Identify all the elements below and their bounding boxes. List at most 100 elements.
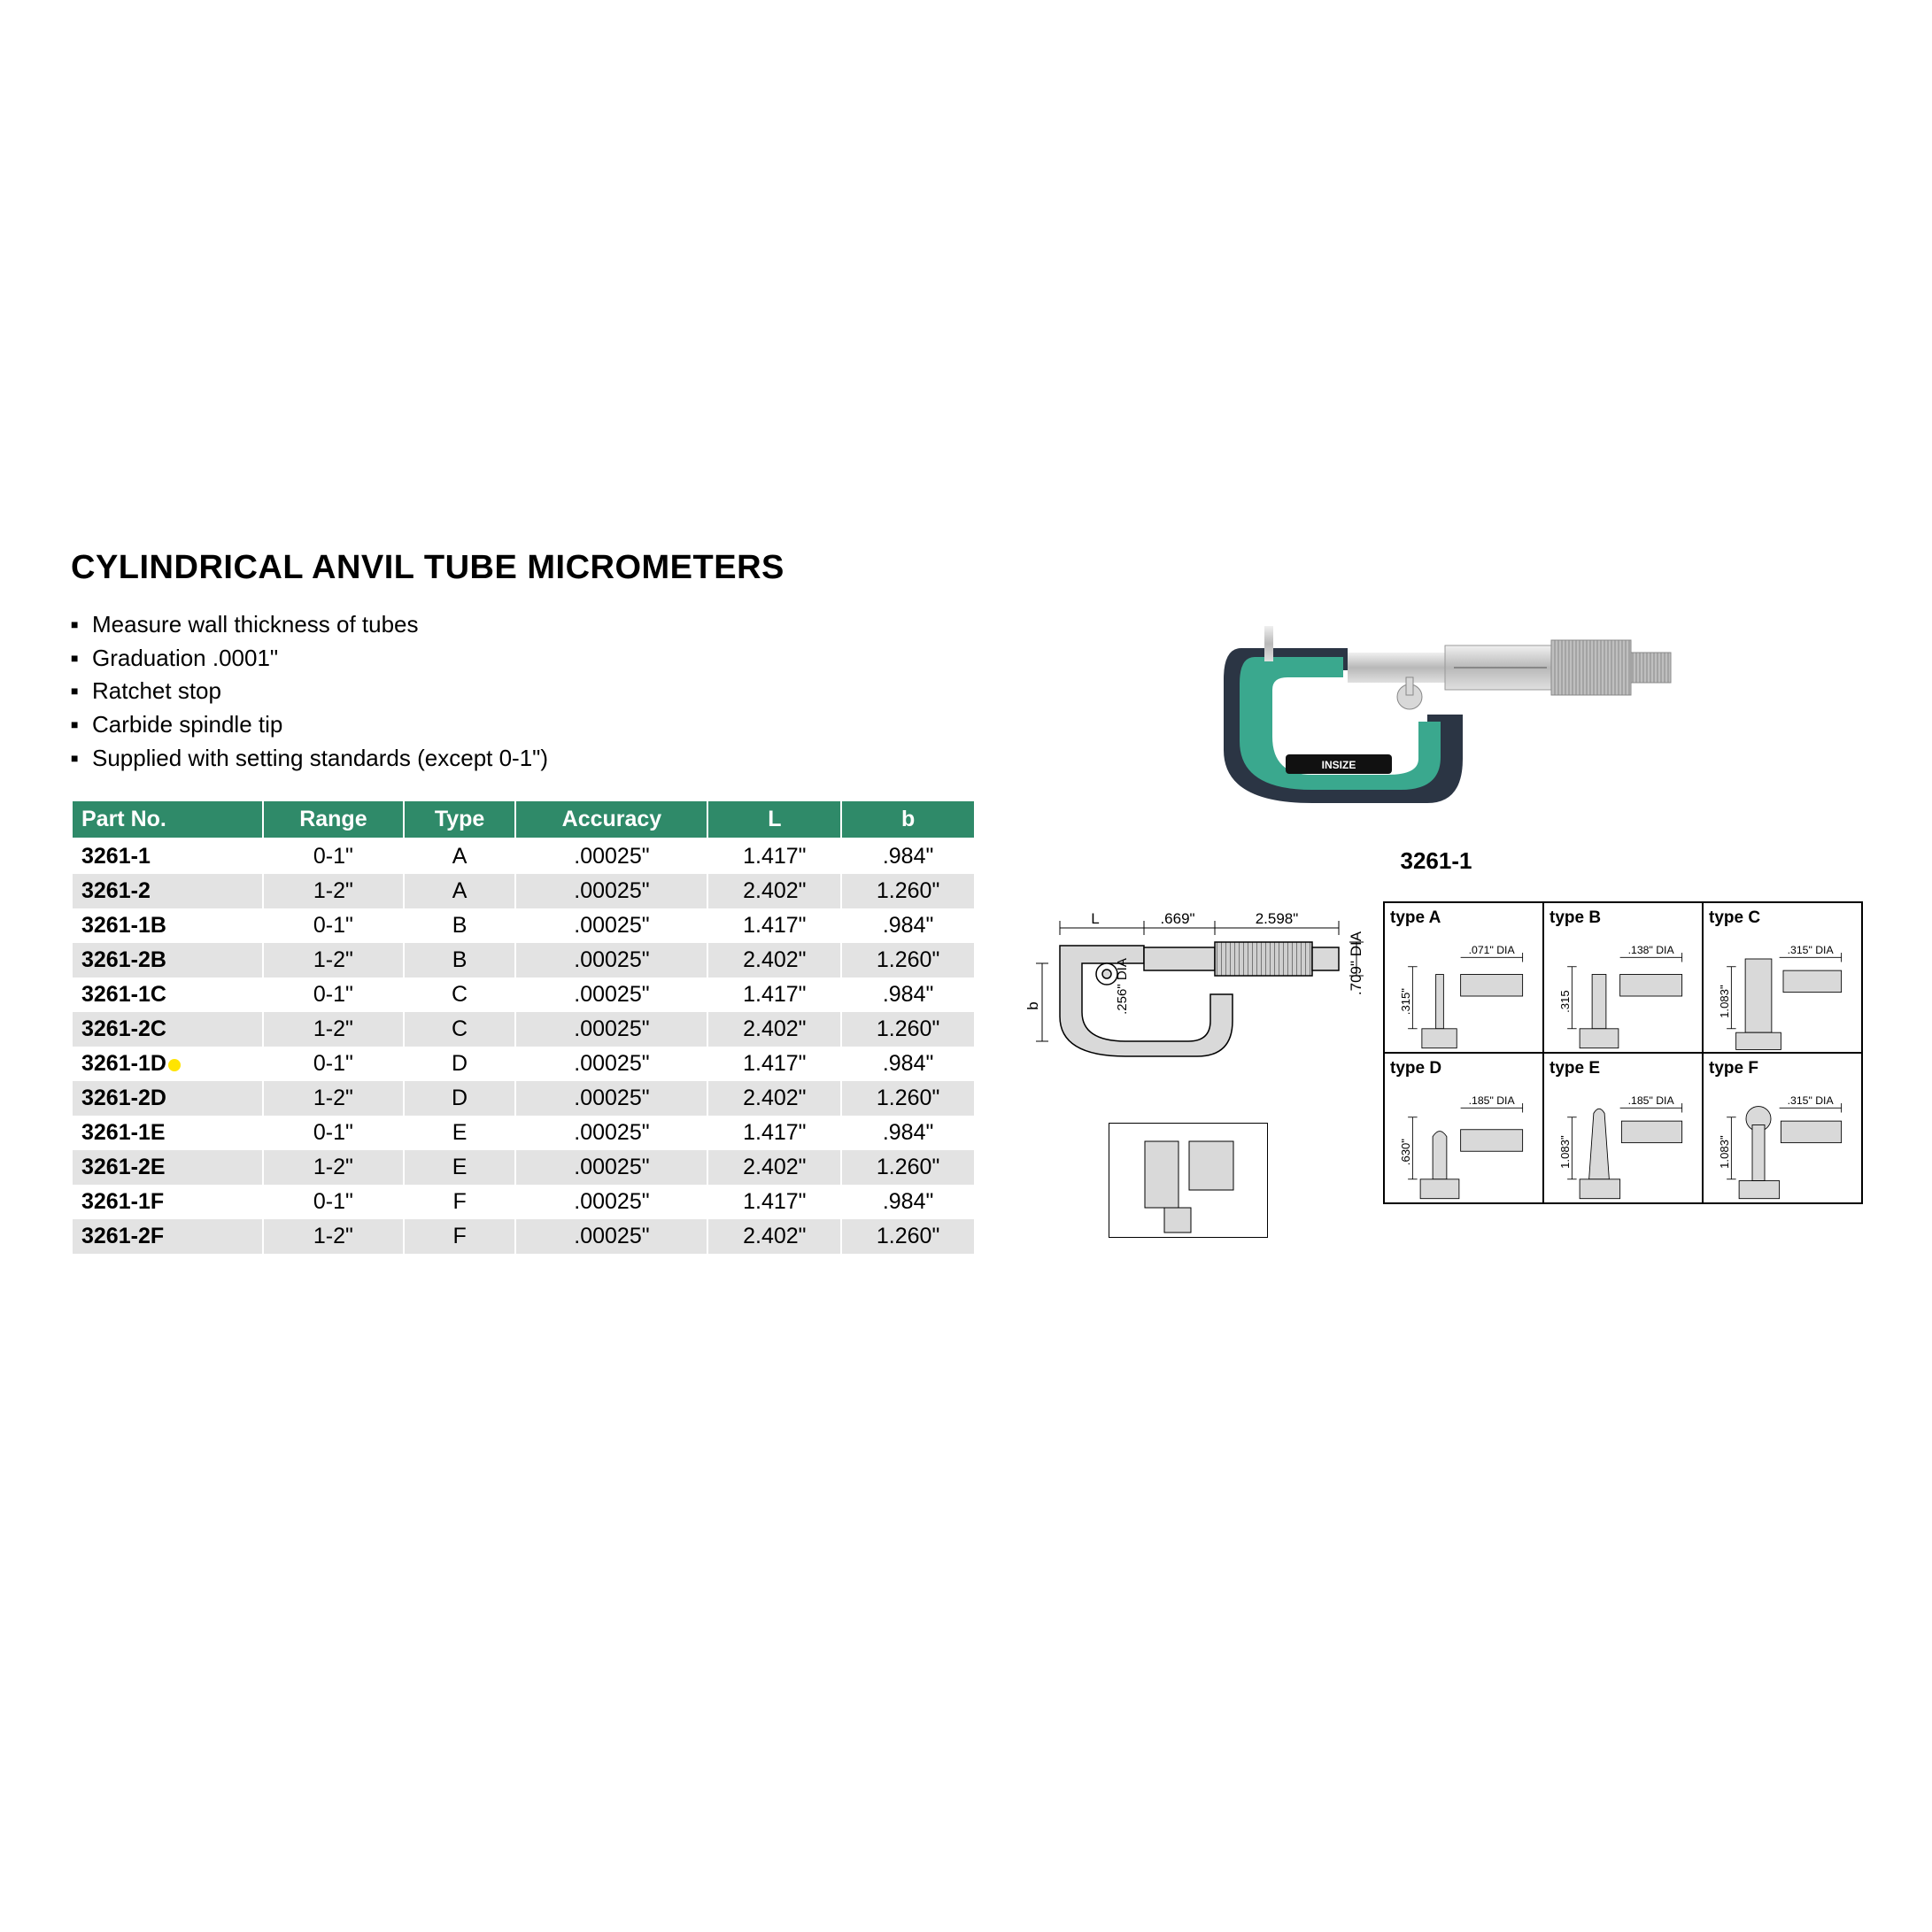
- table-cell: 0-1": [263, 978, 404, 1012]
- svg-text:L: L: [1091, 910, 1099, 927]
- table-cell: 1-2": [263, 943, 404, 978]
- svg-text:.669": .669": [1160, 910, 1194, 927]
- table-row: 3261-2D1-2"D.00025"2.402"1.260": [72, 1081, 975, 1116]
- table-cell: 3261-1B: [72, 908, 263, 943]
- table-cell: .00025": [515, 874, 707, 908]
- table-cell: 3261-1F: [72, 1185, 263, 1219]
- table-row: 3261-1B0-1"B.00025"1.417".984": [72, 908, 975, 943]
- feature-item: Ratchet stop: [71, 675, 976, 708]
- svg-text:1.083": 1.083": [1558, 1135, 1572, 1169]
- table-cell: 1.417": [707, 1185, 841, 1219]
- table-cell: F: [404, 1185, 516, 1219]
- table-cell: 1-2": [263, 1219, 404, 1254]
- table-cell: .00025": [515, 1012, 707, 1047]
- type-label: type F: [1709, 1059, 1856, 1078]
- table-cell: 2.402": [707, 943, 841, 978]
- table-cell: 1.417": [707, 908, 841, 943]
- table-header: Type: [404, 800, 516, 838]
- table-cell: 3261-1: [72, 838, 263, 874]
- table-cell: .984": [841, 1047, 975, 1081]
- table-cell: 2.402": [707, 874, 841, 908]
- svg-text:.138" DIA: .138" DIA: [1628, 944, 1675, 956]
- table-cell: 2.402": [707, 1081, 841, 1116]
- type-cell-type-F: type F1.083".315" DIA: [1703, 1053, 1862, 1203]
- table-cell: .00025": [515, 1219, 707, 1254]
- svg-text:.709" DIA: .709" DIA: [1348, 931, 1364, 995]
- svg-text:b: b: [1024, 1001, 1041, 1009]
- table-cell: 3261-2B: [72, 943, 263, 978]
- table-cell: 1.260": [841, 1081, 975, 1116]
- table-cell: .984": [841, 838, 975, 874]
- table-cell: .00025": [515, 838, 707, 874]
- type-cell-type-A: type A.315".071" DIA: [1384, 902, 1543, 1053]
- table-cell: C: [404, 978, 516, 1012]
- photo-label: 3261-1: [1011, 847, 1861, 875]
- table-cell: .00025": [515, 1185, 707, 1219]
- table-cell: 3261-1D: [72, 1047, 263, 1081]
- table-cell: 3261-1E: [72, 1116, 263, 1150]
- type-grid: type A.315".071" DIAtype B.315.138" DIAt…: [1383, 901, 1863, 1204]
- spec-table: Part No.RangeTypeAccuracyLb 3261-10-1"A.…: [71, 800, 976, 1254]
- table-cell: 0-1": [263, 1185, 404, 1219]
- table-cell: 1.417": [707, 1116, 841, 1150]
- svg-text:.256" DIA: .256" DIA: [1115, 958, 1130, 1015]
- table-cell: B: [404, 943, 516, 978]
- table-cell: 2.402": [707, 1150, 841, 1185]
- table-cell: .00025": [515, 1047, 707, 1081]
- table-row: 3261-2B1-2"B.00025"2.402"1.260": [72, 943, 975, 978]
- type-cell-type-B: type B .315 .138" DIA: [1543, 902, 1703, 1053]
- type-cell-type-C: type C1.083".315" DIA: [1703, 902, 1862, 1053]
- svg-text:.185" DIA: .185" DIA: [1469, 1094, 1516, 1107]
- feature-list: Measure wall thickness of tubesGraduatio…: [71, 608, 976, 775]
- type-label: type B: [1549, 908, 1696, 928]
- table-cell: E: [404, 1116, 516, 1150]
- table-cell: .00025": [515, 1116, 707, 1150]
- type-cell-type-E: type E 1.083" .185" DIA: [1543, 1053, 1703, 1203]
- type-label: type C: [1709, 908, 1856, 928]
- svg-text:2.598": 2.598": [1256, 910, 1299, 927]
- svg-text:.315" DIA: .315" DIA: [1788, 944, 1835, 956]
- table-cell: 3261-2C: [72, 1012, 263, 1047]
- table-cell: 1.417": [707, 978, 841, 1012]
- highlight-dot: [168, 1059, 181, 1071]
- table-cell: C: [404, 1012, 516, 1047]
- table-cell: A: [404, 874, 516, 908]
- table-cell: 0-1": [263, 908, 404, 943]
- table-cell: 1.417": [707, 1047, 841, 1081]
- detail-inset: [1109, 1123, 1268, 1238]
- table-cell: .00025": [515, 1081, 707, 1116]
- table-cell: 1-2": [263, 874, 404, 908]
- table-row: 3261-10-1"A.00025"1.417".984": [72, 838, 975, 874]
- feature-item: Carbide spindle tip: [71, 708, 976, 742]
- table-cell: 0-1": [263, 1116, 404, 1150]
- product-photo: INSIZE: [1188, 608, 1684, 838]
- table-cell: A: [404, 838, 516, 874]
- table-row: 3261-2F1-2"F.00025"2.402"1.260": [72, 1219, 975, 1254]
- table-cell: E: [404, 1150, 516, 1185]
- type-label: type E: [1549, 1059, 1696, 1078]
- table-cell: 1.260": [841, 1012, 975, 1047]
- table-cell: 3261-1C: [72, 978, 263, 1012]
- table-cell: F: [404, 1219, 516, 1254]
- svg-text:.185" DIA: .185" DIA: [1628, 1094, 1675, 1107]
- table-cell: 1.260": [841, 1219, 975, 1254]
- table-cell: 3261-2E: [72, 1150, 263, 1185]
- table-cell: 1.417": [707, 838, 841, 874]
- table-cell: D: [404, 1047, 516, 1081]
- table-cell: .984": [841, 978, 975, 1012]
- svg-text:.315": .315": [1399, 988, 1412, 1016]
- table-header: b: [841, 800, 975, 838]
- dimension-diagram: L .669" 2.598" .709" DIA b .256" DIA: [1011, 901, 1365, 1096]
- table-cell: 3261-2D: [72, 1081, 263, 1116]
- svg-text:.071" DIA: .071" DIA: [1469, 944, 1516, 956]
- table-row: 3261-2E1-2"E.00025"2.402"1.260": [72, 1150, 975, 1185]
- table-cell: .00025": [515, 908, 707, 943]
- svg-text:1.083": 1.083": [1718, 1135, 1731, 1169]
- table-cell: 1.260": [841, 1150, 975, 1185]
- table-cell: 1.260": [841, 943, 975, 978]
- table-row: 3261-2C1-2"C.00025"2.402"1.260": [72, 1012, 975, 1047]
- svg-text:.315: .315: [1558, 990, 1572, 1013]
- type-label: type D: [1390, 1059, 1537, 1078]
- svg-text:.630": .630": [1399, 1139, 1412, 1166]
- table-cell: 3261-2: [72, 874, 263, 908]
